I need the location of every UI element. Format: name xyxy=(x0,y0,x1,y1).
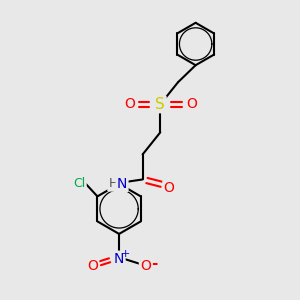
Text: O: O xyxy=(164,181,175,195)
Text: O: O xyxy=(186,98,197,111)
Text: N: N xyxy=(117,177,127,191)
Text: S: S xyxy=(155,97,165,112)
Text: O: O xyxy=(124,98,135,111)
Text: Cl: Cl xyxy=(73,177,86,190)
Text: -: - xyxy=(151,256,157,271)
Text: +: + xyxy=(121,249,130,259)
Text: O: O xyxy=(140,259,151,273)
Text: N: N xyxy=(114,252,124,266)
Text: H: H xyxy=(109,177,118,190)
Text: O: O xyxy=(87,259,98,273)
